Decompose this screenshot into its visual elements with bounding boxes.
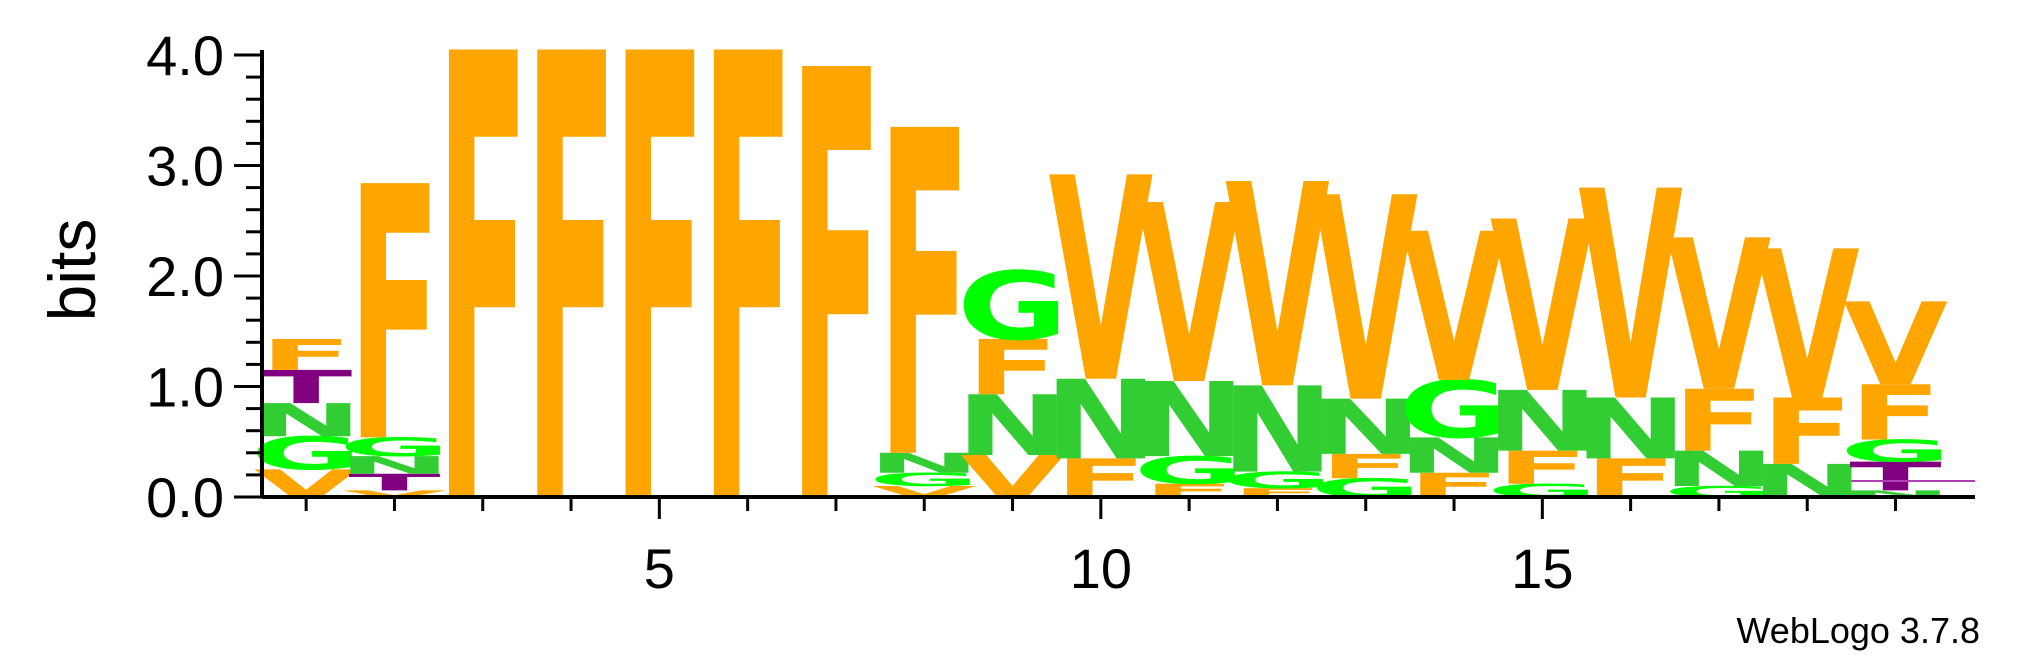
logo-letter-v: V: [1843, 280, 1948, 412]
logo-letter-f: F: [878, 37, 970, 558]
y-tick-label: 1.0: [146, 356, 224, 419]
logo-letter-t: T: [260, 361, 352, 414]
logo-letter-n: N: [1309, 383, 1422, 471]
logo-letter-t: T: [348, 469, 440, 495]
logo-letter-n: N: [338, 451, 451, 479]
y-tick-label: 4.0: [146, 24, 224, 87]
logo-letter-g: G: [1840, 434, 1951, 469]
logo-letter-n: N: [1221, 362, 1334, 500]
logo-letter-n: N: [1662, 441, 1775, 497]
logo-letter-v: V: [1755, 208, 1860, 446]
logo-letter-n: N: [1044, 357, 1157, 484]
logo-letter-f: F: [1849, 369, 1941, 457]
logo-letter-f: F: [701, 0, 793, 642]
logo-letter-f: F: [1673, 372, 1765, 471]
y-tick-label: 0.0: [146, 466, 224, 529]
logo-letter-n: N: [1574, 381, 1687, 478]
logo-letter-f: F: [1320, 448, 1412, 487]
logo-letter-v: V: [1313, 139, 1418, 465]
x-tick-label: 5: [644, 537, 675, 600]
logo-letter-f: F: [437, 0, 529, 642]
logo-letter-v: V: [1578, 131, 1683, 466]
x-tick-label: 15: [1511, 537, 1573, 600]
logo-letter-f: F: [348, 116, 440, 521]
logo-letter-v: V: [1048, 119, 1153, 445]
logo-letter-f: F: [790, 0, 882, 638]
logo-letter-t: T: [1849, 454, 1941, 499]
logo-letter-v: V: [342, 489, 447, 500]
logo-letter-n: N: [1839, 489, 1952, 500]
logo-letter-n: N: [868, 448, 981, 480]
logo-letter-v: V: [1225, 126, 1330, 452]
logo-letter-g: G: [1222, 467, 1333, 493]
logo-letter-f: F: [260, 331, 352, 381]
logo-letter-g: G: [1134, 449, 1245, 493]
y-axis-label: bits: [35, 219, 109, 322]
logo-letter-f: F: [613, 0, 705, 642]
logo-letter-f: F: [966, 324, 1058, 412]
logo-letter-g: G: [339, 432, 450, 462]
logo-letter-f: F: [525, 0, 617, 642]
footer-credit: WebLogo 3.7.8: [1736, 610, 1980, 651]
logo-letter-f: F: [1761, 380, 1853, 486]
x-tick-label: 10: [1070, 537, 1132, 600]
logo-letter-n: N: [250, 394, 363, 447]
logo-letter-g: G: [1399, 365, 1510, 457]
logo-letter-g: G: [251, 427, 362, 480]
logo-letter-v: V: [1137, 153, 1242, 439]
logo-letter-v: V: [1667, 197, 1772, 439]
logo-letter-g: G: [869, 469, 980, 490]
logo-letter-n: N: [1486, 373, 1599, 470]
y-tick-label: 2.0: [146, 245, 224, 308]
logo-letter-g: G: [957, 253, 1068, 362]
axes: 0.0 1.0 2.0 3.0 4.0 5 10 15: [146, 24, 1975, 600]
logo-letter-f: F: [1496, 441, 1588, 494]
logo-letter-v: V: [1490, 173, 1595, 446]
logo-letter-n: N: [956, 378, 1069, 475]
y-tick-label: 3.0: [146, 135, 224, 198]
logo-letter-n: N: [1397, 428, 1510, 484]
logo-letter-v: V: [1402, 190, 1507, 428]
logo-letter-n: N: [1133, 361, 1246, 481]
